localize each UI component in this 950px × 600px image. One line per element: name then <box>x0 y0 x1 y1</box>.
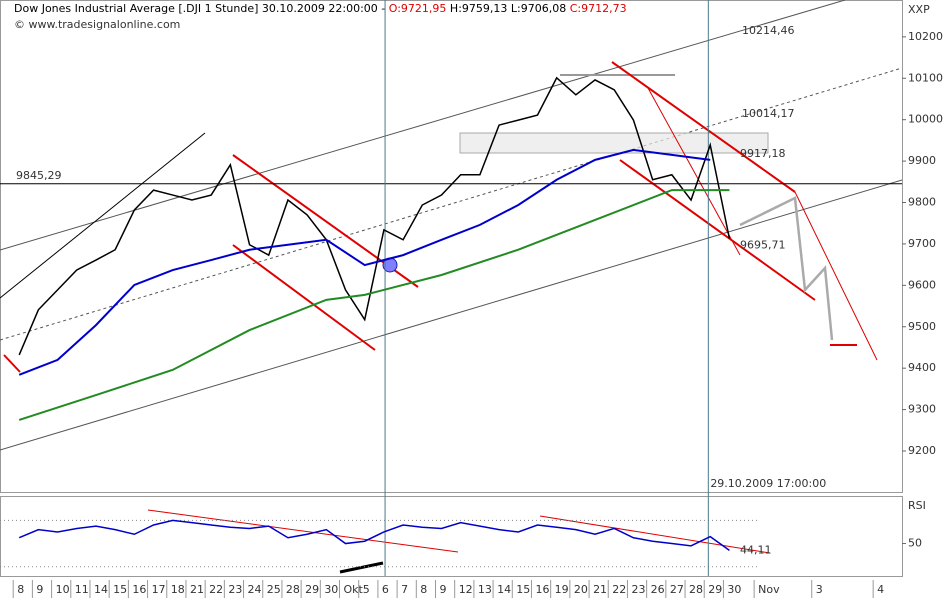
header-name: Dow Jones Industrial Average [.DJI 1 Stu… <box>14 2 385 15</box>
x-tick-label: 25 <box>267 583 281 596</box>
x-tick-label: 16 <box>535 583 549 596</box>
header: Dow Jones Industrial Average [.DJI 1 Stu… <box>14 2 627 15</box>
x-tick-label: 21 <box>593 583 607 596</box>
price-annotation: 9917,18 <box>740 147 786 160</box>
y-tick-label: 10000 <box>908 113 943 126</box>
header-close: C:9712,73 <box>570 2 627 15</box>
x-tick-label: 30 <box>727 583 741 596</box>
y-tick-label: 9700 <box>908 237 936 250</box>
x-tick-label: Okt <box>344 583 364 596</box>
x-tick-label: 14 <box>94 583 108 596</box>
x-tick-label: 14 <box>497 583 511 596</box>
series-line <box>18 76 731 356</box>
source: © www.tradesignalonline.com <box>14 18 180 31</box>
rsi-panel <box>0 496 903 577</box>
y-tick-label: 10100 <box>908 71 943 84</box>
axis-unit: XXP <box>908 3 930 16</box>
x-tick-label: 28 <box>286 583 300 596</box>
series-line <box>18 519 730 551</box>
series-line <box>18 148 711 376</box>
price-annotation: 10014,17 <box>742 107 795 120</box>
x-tick-label: 18 <box>171 583 185 596</box>
y-tick-label: 9500 <box>908 320 936 333</box>
x-tick-label: 23 <box>631 583 645 596</box>
price-annotation: 10214,46 <box>742 24 795 37</box>
x-tick-label: 5 <box>363 583 370 596</box>
y-tick-label: 10200 <box>908 30 943 43</box>
x-tick-label: 11 <box>75 583 89 596</box>
y-tick-label: 9300 <box>908 403 936 416</box>
x-tick-label: 12 <box>459 583 473 596</box>
price-annotation: 9695,71 <box>740 239 786 252</box>
y-tick-label: 50 <box>908 537 922 550</box>
x-tick-label: 22 <box>209 583 223 596</box>
x-tick-label: 13 <box>478 583 492 596</box>
x-tick-label: 9 <box>36 583 43 596</box>
y-tick-label: 9800 <box>908 196 936 209</box>
header-high-low: H:9759,13 L:9706,08 <box>450 2 566 15</box>
x-tick-label: 23 <box>228 583 242 596</box>
x-tick-label: 9 <box>439 583 446 596</box>
x-tick-label: 19 <box>555 583 569 596</box>
x-tick-label: 6 <box>382 583 389 596</box>
x-tick-label: 26 <box>651 583 665 596</box>
x-tick-label: 10 <box>56 583 70 596</box>
x-tick-label: 22 <box>612 583 626 596</box>
x-tick-label: 7 <box>401 583 408 596</box>
x-tick-label: 15 <box>516 583 530 596</box>
source-url: www.tradesignalonline.com <box>29 18 181 31</box>
x-tick-label: 8 <box>17 583 24 596</box>
x-tick-label: 20 <box>574 583 588 596</box>
x-tick-label: 28 <box>689 583 703 596</box>
x-tick-label: 29 <box>305 583 319 596</box>
x-tick-label: Nov <box>758 583 780 596</box>
rsi-annotation: 44,11 <box>740 543 772 556</box>
price-panel <box>0 0 903 493</box>
x-tick-label: 17 <box>152 583 166 596</box>
x-tick-label: 3 <box>816 583 823 596</box>
x-tick-label: 15 <box>113 583 127 596</box>
x-tick-label: 30 <box>324 583 338 596</box>
header-open: O:9721,95 <box>389 2 447 15</box>
x-tick-label: 21 <box>190 583 204 596</box>
x-tick-label: 4 <box>877 583 884 596</box>
y-tick-label: 9200 <box>908 444 936 457</box>
x-tick-label: 24 <box>248 583 262 596</box>
x-tick-label: 8 <box>420 583 427 596</box>
x-tick-label: 29 <box>708 583 722 596</box>
y-tick-label: 9900 <box>908 154 936 167</box>
x-tick-label: 27 <box>670 583 684 596</box>
series-line <box>18 189 730 421</box>
vline-label: 29.10.2009 17:00:00 <box>710 477 826 490</box>
hline-label: 9845,29 <box>16 169 62 182</box>
drawings <box>0 0 903 574</box>
y-tick-label: 9400 <box>908 361 936 374</box>
x-tick-label: 16 <box>132 583 146 596</box>
rsi-title: RSI <box>908 499 926 512</box>
y-tick-label: 9600 <box>908 278 936 291</box>
